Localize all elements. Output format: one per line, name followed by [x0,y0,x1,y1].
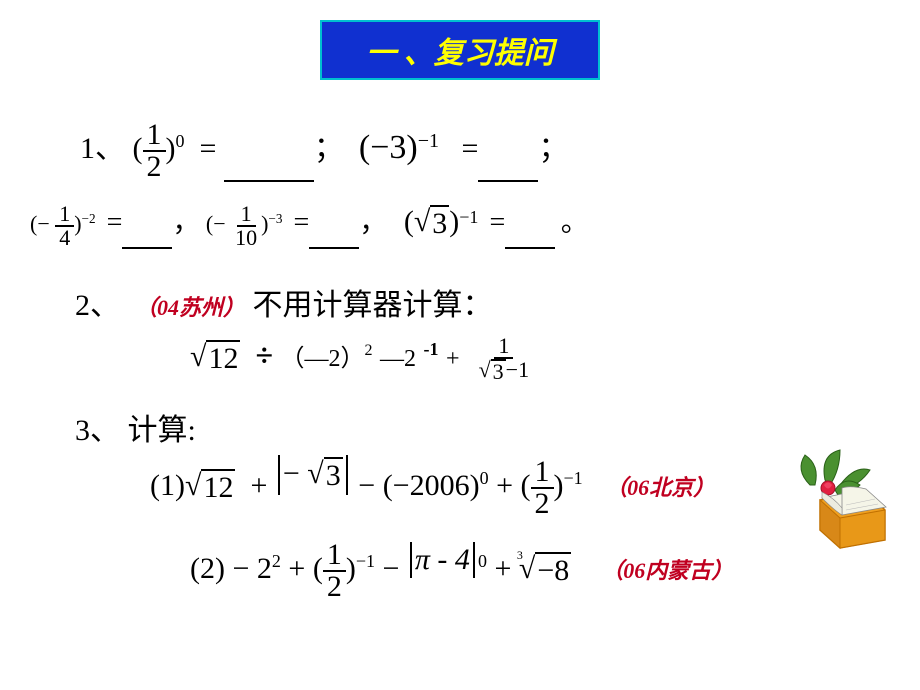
blank [122,227,172,249]
section-header: 一 、复习提问 [320,20,600,80]
q2-annotation: （04苏州） [135,295,245,320]
q3-header: 3、 计算: [75,405,196,449]
q3-expr1: (1)12 + − 3 − (−2006)0 + (12)−1 （06北京） [150,455,715,519]
q2-header: 2、 （04苏州） 不用计算器计算： [75,280,493,324]
q3-label: 3、 [75,414,120,447]
blank [309,227,359,249]
q1-label: 1、 [80,132,125,165]
blank [224,152,314,182]
q3-expr2: (2) − 22 + (12)−1 − π - 40 + 3−8 （06内蒙古） [190,540,733,602]
header-text: 一 、复习提问 [366,28,554,72]
q3-text: 计算: [128,414,196,447]
blank [505,227,555,249]
book-plant-icon [790,440,900,550]
q1-line1: 1、 (12)0 = ； (−3)−1 =； [80,120,568,182]
q2-label: 2、 [75,289,120,322]
blank [478,152,538,182]
q3-e1-annot: （06北京） [605,475,715,500]
q1-line2: (− 14)−2 =， (− 110)−3 =， (3)−1 = 。 [30,200,589,249]
q3-e2-annot: （06内蒙古） [601,558,733,583]
q2-expr: 12 ÷ （—2）2 —2 -1 + 1 3−1 [190,335,533,383]
q2-text: 不用计算器计算： [253,289,493,322]
